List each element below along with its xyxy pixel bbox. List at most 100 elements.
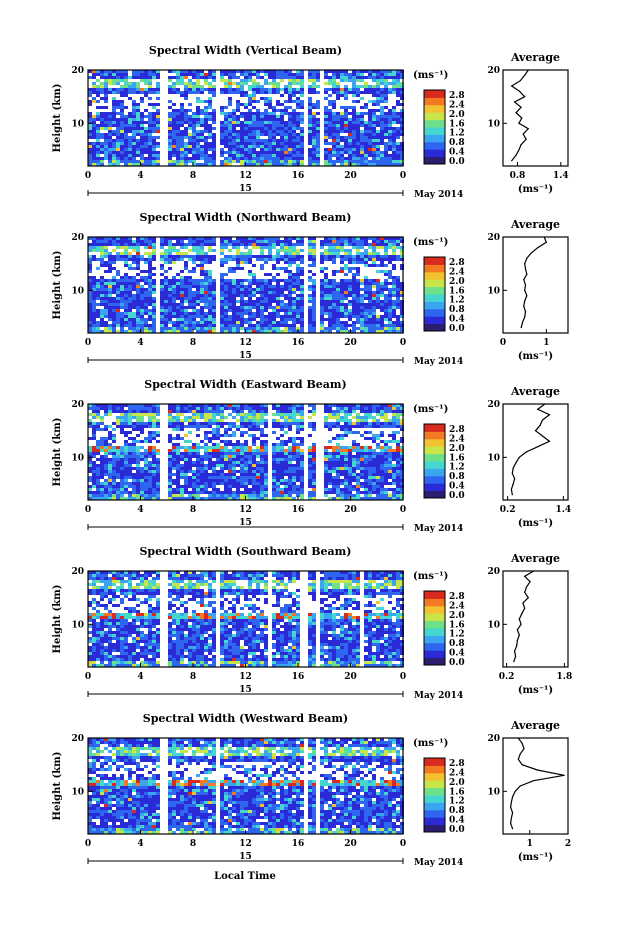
avg-y-tick-label: 20 bbox=[487, 567, 500, 577]
colorbar-tick-label: 1.2 bbox=[449, 630, 465, 640]
avg-point bbox=[536, 769, 539, 771]
x-tick-label: 12 bbox=[239, 338, 252, 348]
day-label: 15 bbox=[239, 518, 252, 528]
colorbar-frame bbox=[423, 590, 446, 666]
avg-point bbox=[510, 801, 513, 803]
colorbar-swatch bbox=[424, 468, 445, 477]
colorbar-unit: (ms⁻¹) bbox=[413, 738, 448, 749]
avg-point bbox=[524, 263, 526, 265]
colorbar-swatch bbox=[424, 431, 445, 440]
avg-point bbox=[525, 451, 527, 453]
avg-point bbox=[527, 69, 529, 71]
avg-point bbox=[519, 90, 521, 92]
avg-point bbox=[537, 446, 539, 448]
avg-point bbox=[529, 581, 531, 583]
heatmap-cells bbox=[88, 571, 404, 667]
colorbar-swatch bbox=[424, 824, 445, 833]
y-tick-label: 20 bbox=[71, 66, 84, 76]
colorbar-tick-label: 0.0 bbox=[449, 658, 465, 668]
avg-point bbox=[514, 790, 516, 792]
colorbar-swatch bbox=[424, 264, 445, 273]
avg-point bbox=[524, 575, 526, 577]
avg-x-tick-label: 1.4 bbox=[556, 505, 572, 515]
colorbar-tick-label: 0.8 bbox=[449, 806, 465, 816]
heatmap-cells bbox=[88, 404, 404, 500]
panel-2: Spectral Width (Eastward Beam) 0 4 8 12 16 20 0… bbox=[52, 378, 571, 534]
y-axis-label: Height (km) bbox=[52, 84, 63, 153]
avg-point bbox=[515, 112, 517, 114]
day-label: 15 bbox=[239, 685, 252, 695]
avg-point bbox=[514, 478, 516, 480]
colorbar-tick-label: 2.4 bbox=[449, 434, 465, 444]
colorbar-swatch bbox=[424, 657, 445, 666]
colorbar-tick-label: 0.8 bbox=[449, 305, 465, 315]
x-tick-label: 20 bbox=[344, 338, 357, 348]
panel-1: Spectral Width (Northward Beam) 0 4 8 12 16 20… bbox=[52, 211, 569, 367]
y-tick-label: 10 bbox=[71, 787, 84, 797]
avg-point bbox=[524, 268, 527, 270]
avg-title: Average bbox=[510, 552, 560, 565]
x-tick-label: 20 bbox=[344, 171, 357, 181]
avg-point bbox=[539, 424, 541, 426]
colorbar-tick-label: 0.4 bbox=[449, 482, 465, 492]
y-axis-label: Height (km) bbox=[52, 418, 63, 487]
avg-point bbox=[525, 138, 527, 140]
avg-x-tick-label: 0 bbox=[500, 338, 506, 348]
x-tick-label: 12 bbox=[239, 672, 252, 682]
avg-frame bbox=[502, 737, 569, 835]
colorbar-unit: (ms⁻¹) bbox=[413, 70, 448, 81]
avg-point bbox=[520, 327, 522, 329]
x-tick-label: 12 bbox=[239, 171, 252, 181]
colorbar-swatch bbox=[424, 765, 445, 774]
colorbar-swatch bbox=[424, 141, 445, 150]
avg-point bbox=[524, 289, 526, 291]
colorbar-tick-label: 2.4 bbox=[449, 768, 465, 778]
panel-title: Spectral Width (Westward Beam) bbox=[143, 712, 348, 725]
colorbar-frame bbox=[423, 256, 446, 332]
colorbar-swatch bbox=[424, 149, 445, 158]
colorbar-swatch bbox=[424, 119, 445, 128]
avg-point bbox=[522, 133, 524, 135]
colorbar-frame bbox=[423, 757, 446, 833]
colorbar-swatch bbox=[424, 257, 445, 265]
colorbar-tick-label: 0.0 bbox=[449, 825, 465, 835]
colorbar-swatch bbox=[424, 787, 445, 796]
colorbar-swatch bbox=[424, 279, 445, 288]
avg-point bbox=[524, 591, 526, 593]
colorbar-swatch bbox=[424, 446, 445, 455]
avg-point bbox=[524, 300, 526, 302]
avg-point bbox=[519, 785, 521, 787]
avg-x-tick-label: 2 bbox=[565, 839, 571, 849]
avg-point bbox=[511, 812, 514, 814]
colorbar-tick-label: 0.0 bbox=[449, 491, 465, 501]
avg-point bbox=[516, 629, 519, 631]
x-tick-label: 4 bbox=[137, 672, 143, 682]
avg-frame bbox=[502, 403, 569, 501]
colorbar-frame bbox=[423, 89, 446, 165]
x-tick-label: 16 bbox=[292, 171, 305, 181]
avg-point bbox=[521, 764, 523, 766]
x-tick-label: 8 bbox=[190, 839, 196, 849]
avg-point bbox=[520, 144, 522, 146]
avg-point bbox=[510, 806, 512, 808]
avg-point bbox=[513, 661, 515, 663]
avg-point bbox=[519, 80, 521, 82]
avg-point bbox=[511, 494, 513, 496]
x-tick-label: 0 bbox=[85, 171, 91, 181]
avg-point bbox=[526, 257, 528, 259]
colorbar-swatch bbox=[424, 308, 445, 317]
colorbar-tick-label: 1.6 bbox=[449, 787, 465, 797]
y-tick-label: 20 bbox=[71, 734, 84, 744]
colorbar-swatch bbox=[424, 758, 445, 766]
x-tick-label: 0 bbox=[85, 672, 91, 682]
avg-point bbox=[523, 748, 525, 750]
colorbar-unit: (ms⁻¹) bbox=[413, 404, 448, 415]
avg-frame bbox=[502, 570, 569, 668]
colorbar-tick-label: 1.2 bbox=[449, 296, 465, 306]
avg-point bbox=[518, 149, 520, 151]
colorbar-tick-label: 0.8 bbox=[449, 138, 465, 148]
panel-title: Spectral Width (Eastward Beam) bbox=[144, 378, 346, 391]
avg-profile-line bbox=[510, 69, 530, 162]
avg-point bbox=[518, 456, 520, 458]
x-tick-label: 0 bbox=[400, 672, 406, 682]
